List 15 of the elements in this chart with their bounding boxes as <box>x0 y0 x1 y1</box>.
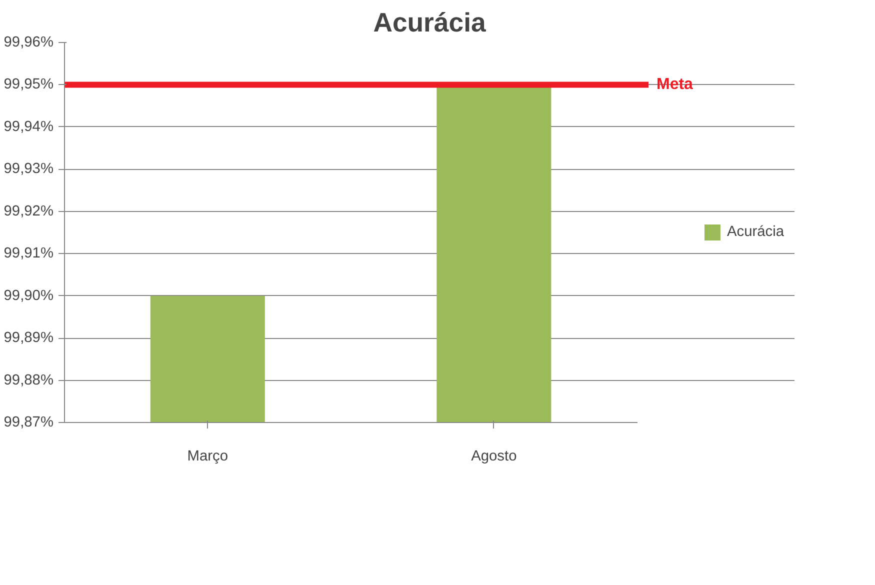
y-tick-label: 99,90% <box>4 288 54 304</box>
y-tick-label: 99,94% <box>4 118 54 135</box>
chart-title: Acurácia <box>373 8 486 38</box>
x-tick-label: Março <box>187 448 228 464</box>
y-tick-label: 99,91% <box>4 246 54 262</box>
y-tick-label: 99,88% <box>4 372 54 388</box>
y-tick-label: 99,95% <box>4 76 54 93</box>
y-tick-label: 99,93% <box>4 161 54 178</box>
y-tick-label: 99,87% <box>4 414 54 430</box>
x-tick-label: Agosto <box>471 448 517 464</box>
ref-line-label: Meta <box>656 76 694 94</box>
y-tick-label: 99,92% <box>4 203 54 220</box>
legend-label: Acurácia <box>726 224 784 240</box>
y-tick-label: 99,89% <box>4 330 54 346</box>
y-tick-label: 99,96% <box>4 34 54 50</box>
